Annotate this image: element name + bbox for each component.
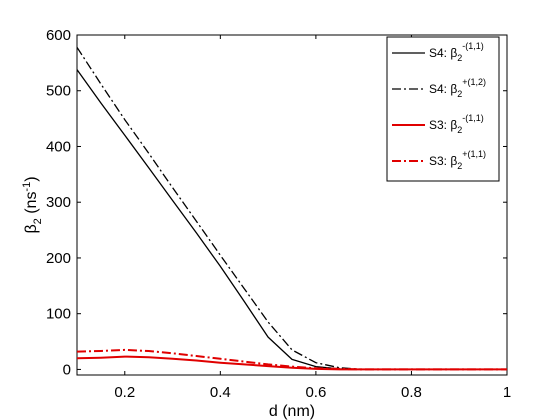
y-axis-label-unit-close: ) (23, 176, 40, 181)
legend-entry-sup: +(1,2) (462, 77, 486, 87)
legend-entry-sub: 2 (457, 125, 462, 135)
y-tick-label: 500 (46, 83, 71, 100)
x-tick-label: 0.2 (114, 384, 135, 401)
legend-entry-sup: +(1,1) (462, 149, 486, 159)
y-axis-label-sub: 2 (32, 218, 44, 224)
legend-entry-sub: 2 (457, 161, 462, 171)
legend-entry-2: S4: β2+(1,2) (429, 77, 486, 99)
axis-ticks: 0.2 0.4 0.6 0.8 1 0 100 200 300 400 500 600 (46, 27, 511, 401)
y-tick-label: 400 (46, 138, 71, 155)
legend-entry-prefix: S3: β (429, 154, 457, 168)
x-tick-label: 0.4 (210, 384, 231, 401)
x-tick-label: 0.8 (401, 384, 422, 401)
y-axis-label-base: β (23, 224, 40, 233)
legend-entry-sub: 2 (457, 89, 462, 99)
y-axis-label-unit-open: (ns (23, 192, 40, 219)
legend: S4: β2-(1,1)S4: β2+(1,2)S3: β2-(1,1)S3: … (386, 36, 500, 182)
legend-entry-sub: 2 (457, 53, 462, 63)
legend-entry-prefix: S3: β (429, 118, 457, 132)
y-tick-label: 200 (46, 250, 71, 267)
legend-entry-4: S3: β2+(1,1) (429, 149, 486, 171)
legend-entry-prefix: S4: β (429, 46, 457, 60)
x-tick-label: 0.6 (305, 384, 326, 401)
legend-entry-1: S4: β2-(1,1) (429, 41, 484, 63)
y-axis-label: β2 (ns-1) (21, 176, 44, 233)
y-tick-label: 100 (46, 306, 71, 323)
legend-entry-sup: -(1,1) (462, 41, 484, 51)
series-line-4 (76, 348, 507, 371)
x-tick-label: 1 (503, 384, 511, 401)
legend-entry-prefix: S4: β (429, 82, 457, 96)
y-tick-label: 0 (63, 361, 71, 378)
y-axis-label-unit-sup: -1 (21, 182, 33, 192)
x-axis-label: d (nm) (269, 403, 315, 420)
y-tick-label: 300 (46, 194, 71, 211)
series-layer (76, 46, 507, 371)
legend-entry-3: S3: β2-(1,1) (429, 113, 484, 135)
legend-box (386, 36, 500, 182)
y-tick-label: 600 (46, 27, 71, 44)
legend-entry-sup: -(1,1) (462, 113, 484, 123)
